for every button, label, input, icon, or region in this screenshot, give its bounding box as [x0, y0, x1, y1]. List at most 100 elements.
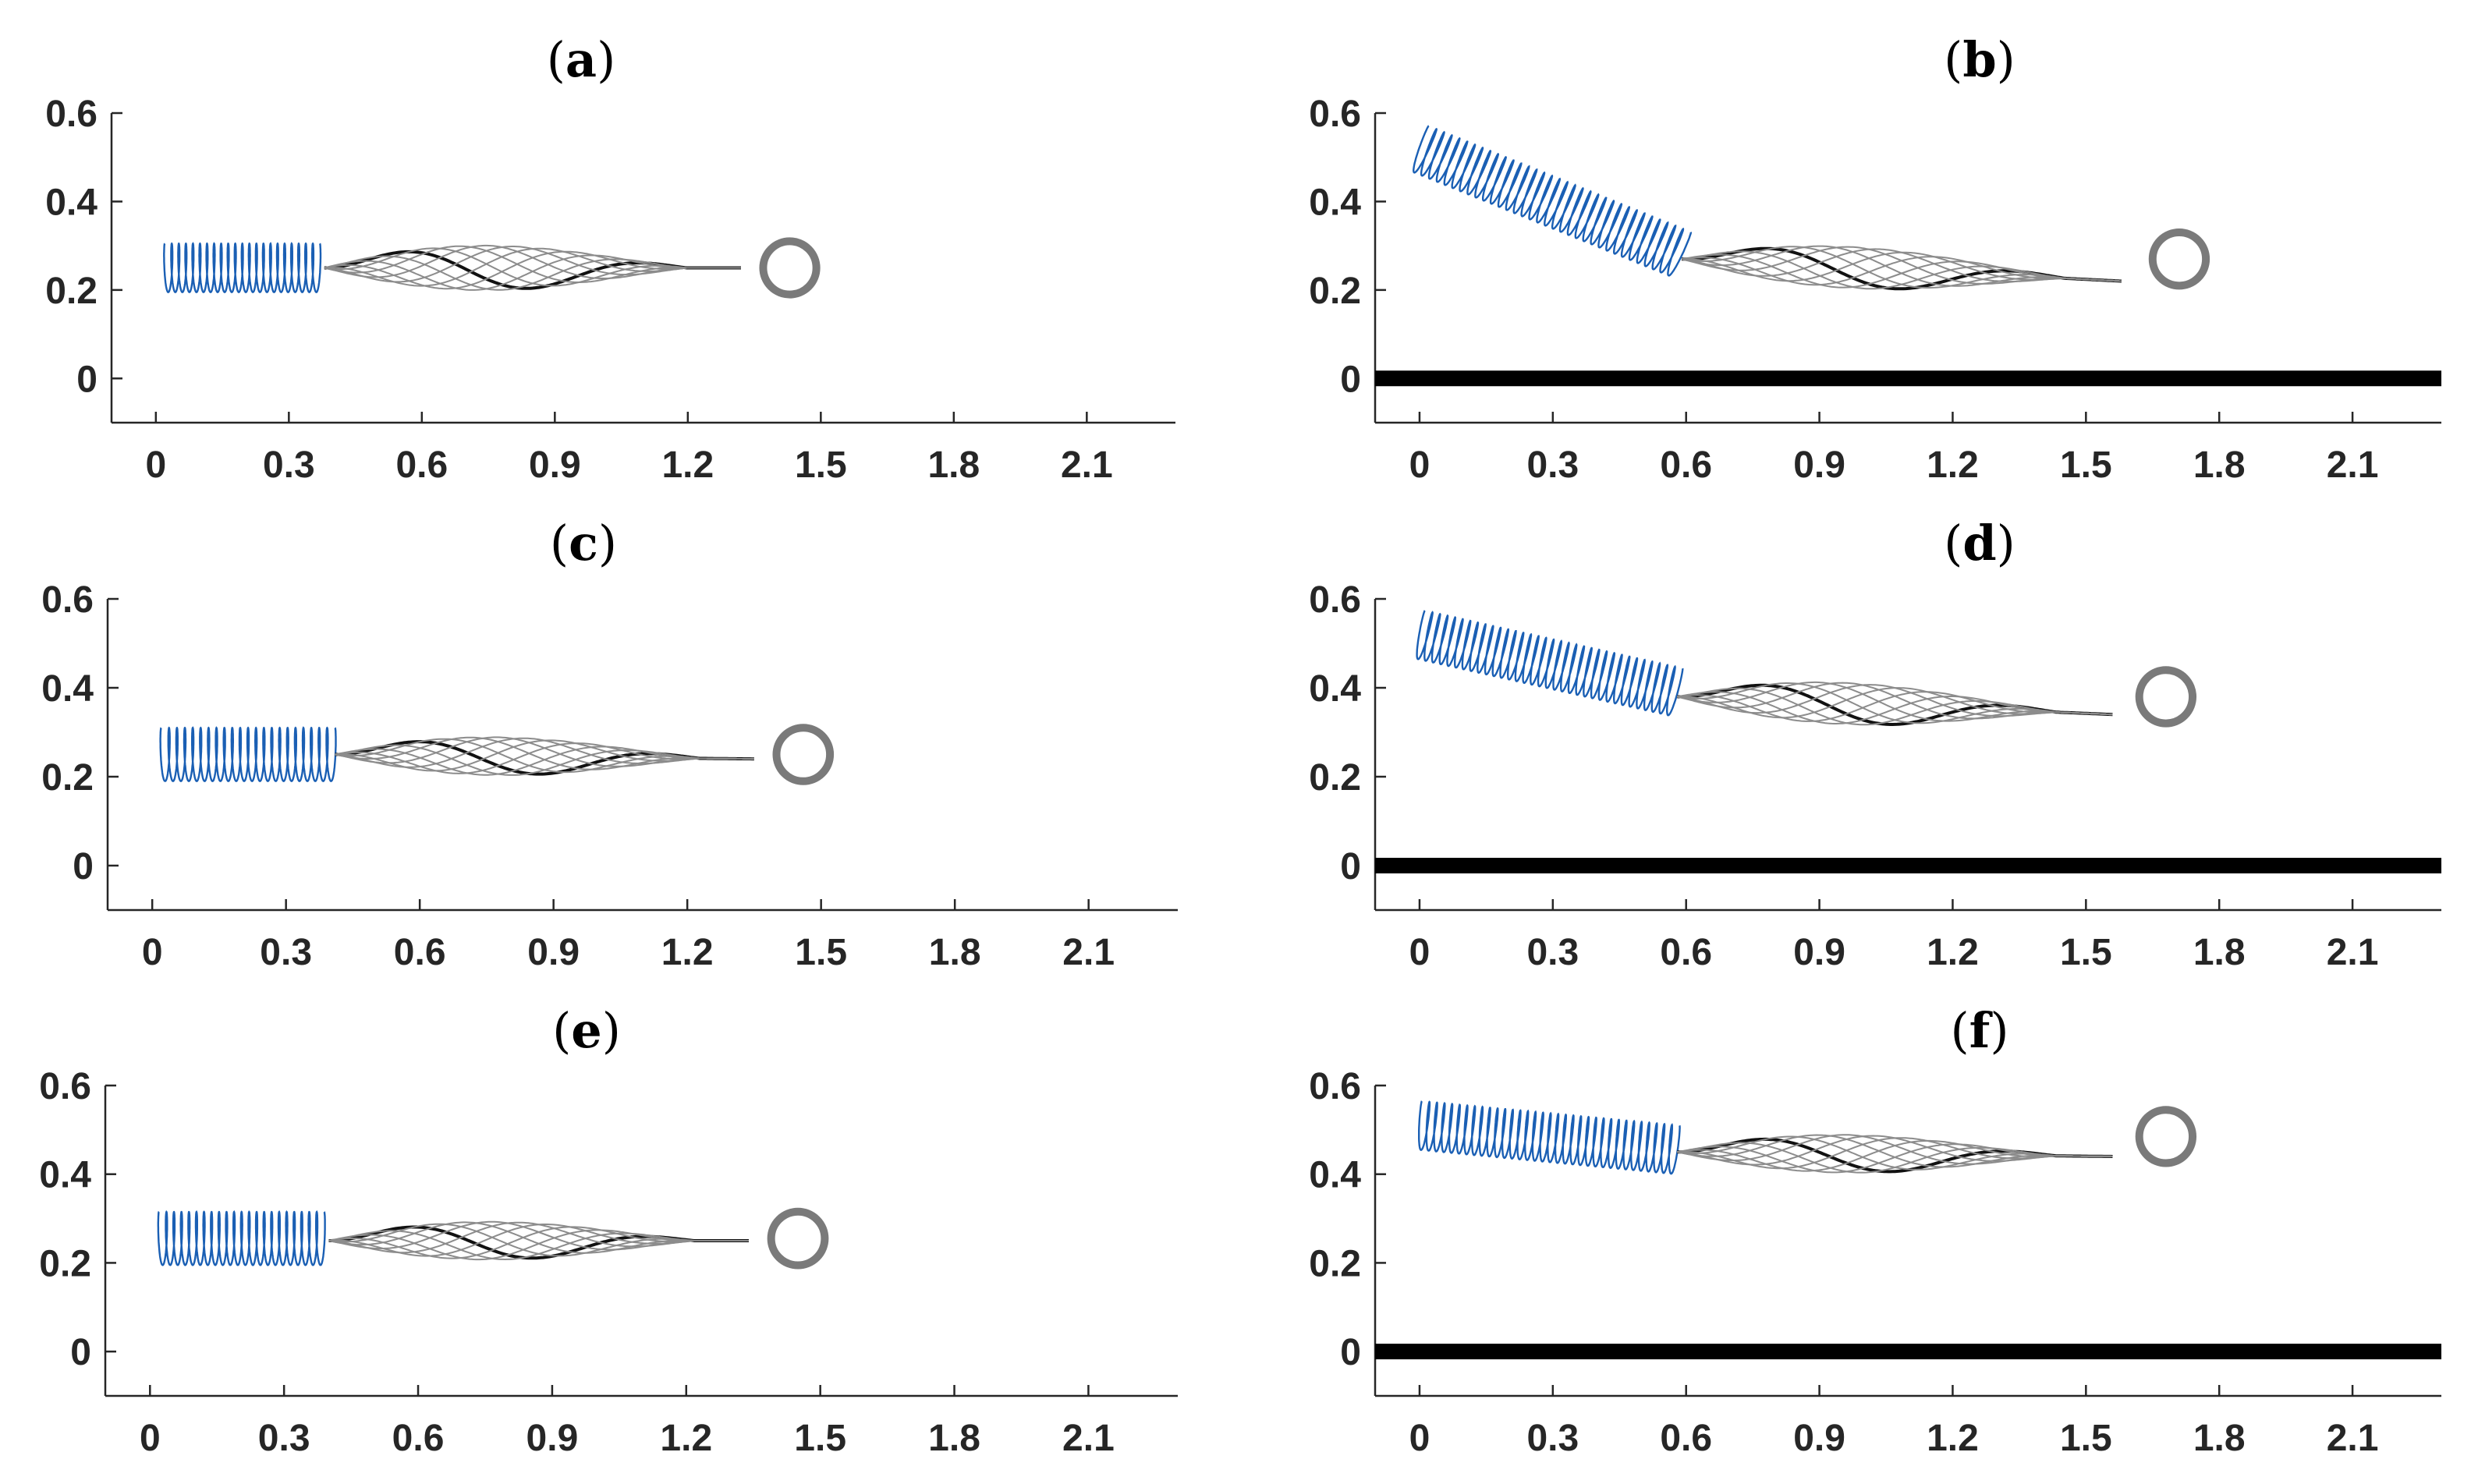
tail-waveform [1677, 1139, 2113, 1172]
helix-coil [1418, 1100, 1681, 1175]
tail-waveform [1677, 1142, 2113, 1174]
target-circle [2148, 228, 2210, 290]
tail-waveform [328, 1230, 749, 1261]
x-tick-label: 0.3 [1526, 1418, 1579, 1459]
helix-coil [157, 1210, 326, 1266]
tail-waveform [324, 254, 741, 291]
x-tick-label: 0 [1409, 444, 1430, 486]
target-circle [767, 1207, 829, 1270]
x-tick-label: 0.9 [1793, 444, 1845, 486]
x-tick-label: 0 [140, 1418, 161, 1459]
tail-waveform [328, 1226, 749, 1259]
tail-waveform [324, 255, 741, 291]
target-circle [772, 724, 835, 785]
x-tick-label: 0.6 [1660, 444, 1712, 486]
x-tick-label: 0.9 [529, 444, 581, 486]
x-tick-label: 0 [142, 932, 163, 973]
panel-title-letter: c [569, 515, 598, 572]
panel-title-letter: f [1969, 1002, 1993, 1059]
panel-title: (a) [547, 31, 616, 88]
target-circle [2135, 666, 2197, 728]
tail-waveform [1677, 687, 2113, 719]
y-tick-label: 0.2 [1309, 757, 1361, 799]
x-tick-label: 1.8 [2193, 444, 2246, 486]
y-tick-label: 0 [1340, 359, 1361, 400]
panel-c: (c) 0 0.3 0.6 0.9 1.2 1.5 1.8 2.1 0 0.2 0.4 0.6 [41, 515, 1178, 973]
tail-waveform [335, 746, 754, 776]
y-tick-label: 0.4 [39, 1155, 91, 1196]
x-tick-label: 1.5 [2060, 444, 2112, 486]
panel-title-close-paren: ) [1997, 515, 2015, 572]
x-tick-label: 1.2 [1927, 1418, 1979, 1459]
x-tick-label: 0.6 [1660, 932, 1712, 973]
helix-coil [159, 726, 337, 782]
y-tick-label: 0.6 [39, 1066, 91, 1107]
y-tick-label: 0.6 [1309, 579, 1361, 621]
x-tick-label: 0.3 [1526, 932, 1579, 973]
panel-title-letter: a [565, 31, 597, 88]
x-tick-label: 0.6 [392, 1418, 445, 1459]
x-tick-label: 2.1 [2327, 444, 2379, 486]
y-tick-label: 0.6 [1309, 94, 1361, 135]
x-tick-label: 1.8 [929, 932, 981, 973]
x-tick-label: 1.2 [1927, 932, 1979, 973]
panel-title-letter: b [1962, 31, 1996, 88]
y-tick-label: 0.2 [39, 1243, 91, 1284]
tail-waveform [335, 739, 754, 772]
y-tick-label: 0.4 [1309, 1155, 1361, 1196]
panel-title: (b) [1944, 31, 2015, 88]
x-tick-label: 0.9 [1793, 932, 1845, 973]
x-tick-label: 1.2 [661, 932, 714, 973]
panel-title: (d) [1944, 515, 2015, 572]
tail-waveform [324, 250, 741, 290]
y-tick-label: 0.6 [1309, 1066, 1361, 1107]
x-tick-label: 0.9 [526, 1418, 579, 1459]
x-tick-label: 0.9 [527, 932, 580, 973]
y-tick-label: 0 [73, 846, 94, 887]
x-tick-label: 0 [1409, 1418, 1430, 1459]
panel-f: (f) 0 0.3 0.6 0.9 1.2 1.5 1.8 2.1 0 0.2 0.4 0.6 [1309, 1002, 2441, 1459]
panel-title-open-paren: ( [1944, 31, 1962, 88]
panel-title-letter: d [1962, 515, 1996, 572]
x-tick-label: 1.8 [928, 1418, 980, 1459]
tail-waveform [335, 744, 754, 776]
helix-coil [1412, 125, 1693, 277]
panel-e: (e) 0 0.3 0.6 0.9 1.2 1.5 1.8 2.1 0 0.2 0.4 0.6 [39, 1002, 1178, 1459]
x-tick-label: 2.1 [1061, 444, 1113, 486]
x-tick-label: 1.5 [794, 1418, 846, 1459]
y-tick-label: 0.2 [41, 757, 94, 799]
tail-waveform [1677, 691, 2113, 722]
x-tick-label: 1.2 [1927, 444, 1979, 486]
tail-waveform [335, 742, 754, 774]
panel-title-close-paren: ) [597, 31, 615, 88]
panel-title: (e) [552, 1002, 621, 1059]
panel-title-close-paren: ) [598, 515, 617, 572]
x-tick-label: 1.2 [660, 1418, 712, 1459]
y-tick-label: 0.4 [45, 182, 97, 223]
tail-waveform [1677, 687, 2113, 726]
tail-waveform [1677, 1143, 2113, 1174]
panel-title-letter: e [571, 1002, 601, 1059]
panel-b: (b) 0 0.3 0.6 0.9 1.2 1.5 1.8 2.1 0 0.2 0.4 0.6 [1309, 31, 2441, 486]
target-circle [2135, 1106, 2197, 1167]
panel-title: (f) [1950, 1002, 2008, 1059]
x-tick-label: 0.9 [1793, 1418, 1845, 1459]
x-tick-label: 1.8 [2193, 1418, 2246, 1459]
panel-d: (d) 0 0.3 0.6 0.9 1.2 1.5 1.8 2.1 0 0.2 0.4 0.6 [1309, 515, 2441, 973]
helix-coil [163, 242, 322, 294]
panel-a: (a) 0 0.3 0.6 0.9 1.2 1.5 1.8 2.1 0 0.2 0.4 0.6 [45, 31, 1175, 486]
y-tick-label: 0.4 [1309, 182, 1361, 223]
y-tick-label: 0 [76, 359, 97, 400]
y-tick-label: 0.4 [41, 668, 94, 710]
tail-waveform [328, 1229, 749, 1261]
y-tick-label: 0.4 [1309, 668, 1361, 710]
x-tick-label: 1.8 [2193, 932, 2246, 973]
x-tick-label: 1.5 [795, 444, 847, 486]
x-tick-label: 0 [1409, 932, 1430, 973]
tail-waveform [1681, 251, 2122, 282]
x-tick-label: 0.3 [260, 932, 312, 973]
x-tick-label: 0.6 [394, 932, 446, 973]
x-tick-label: 0.3 [1526, 444, 1579, 486]
